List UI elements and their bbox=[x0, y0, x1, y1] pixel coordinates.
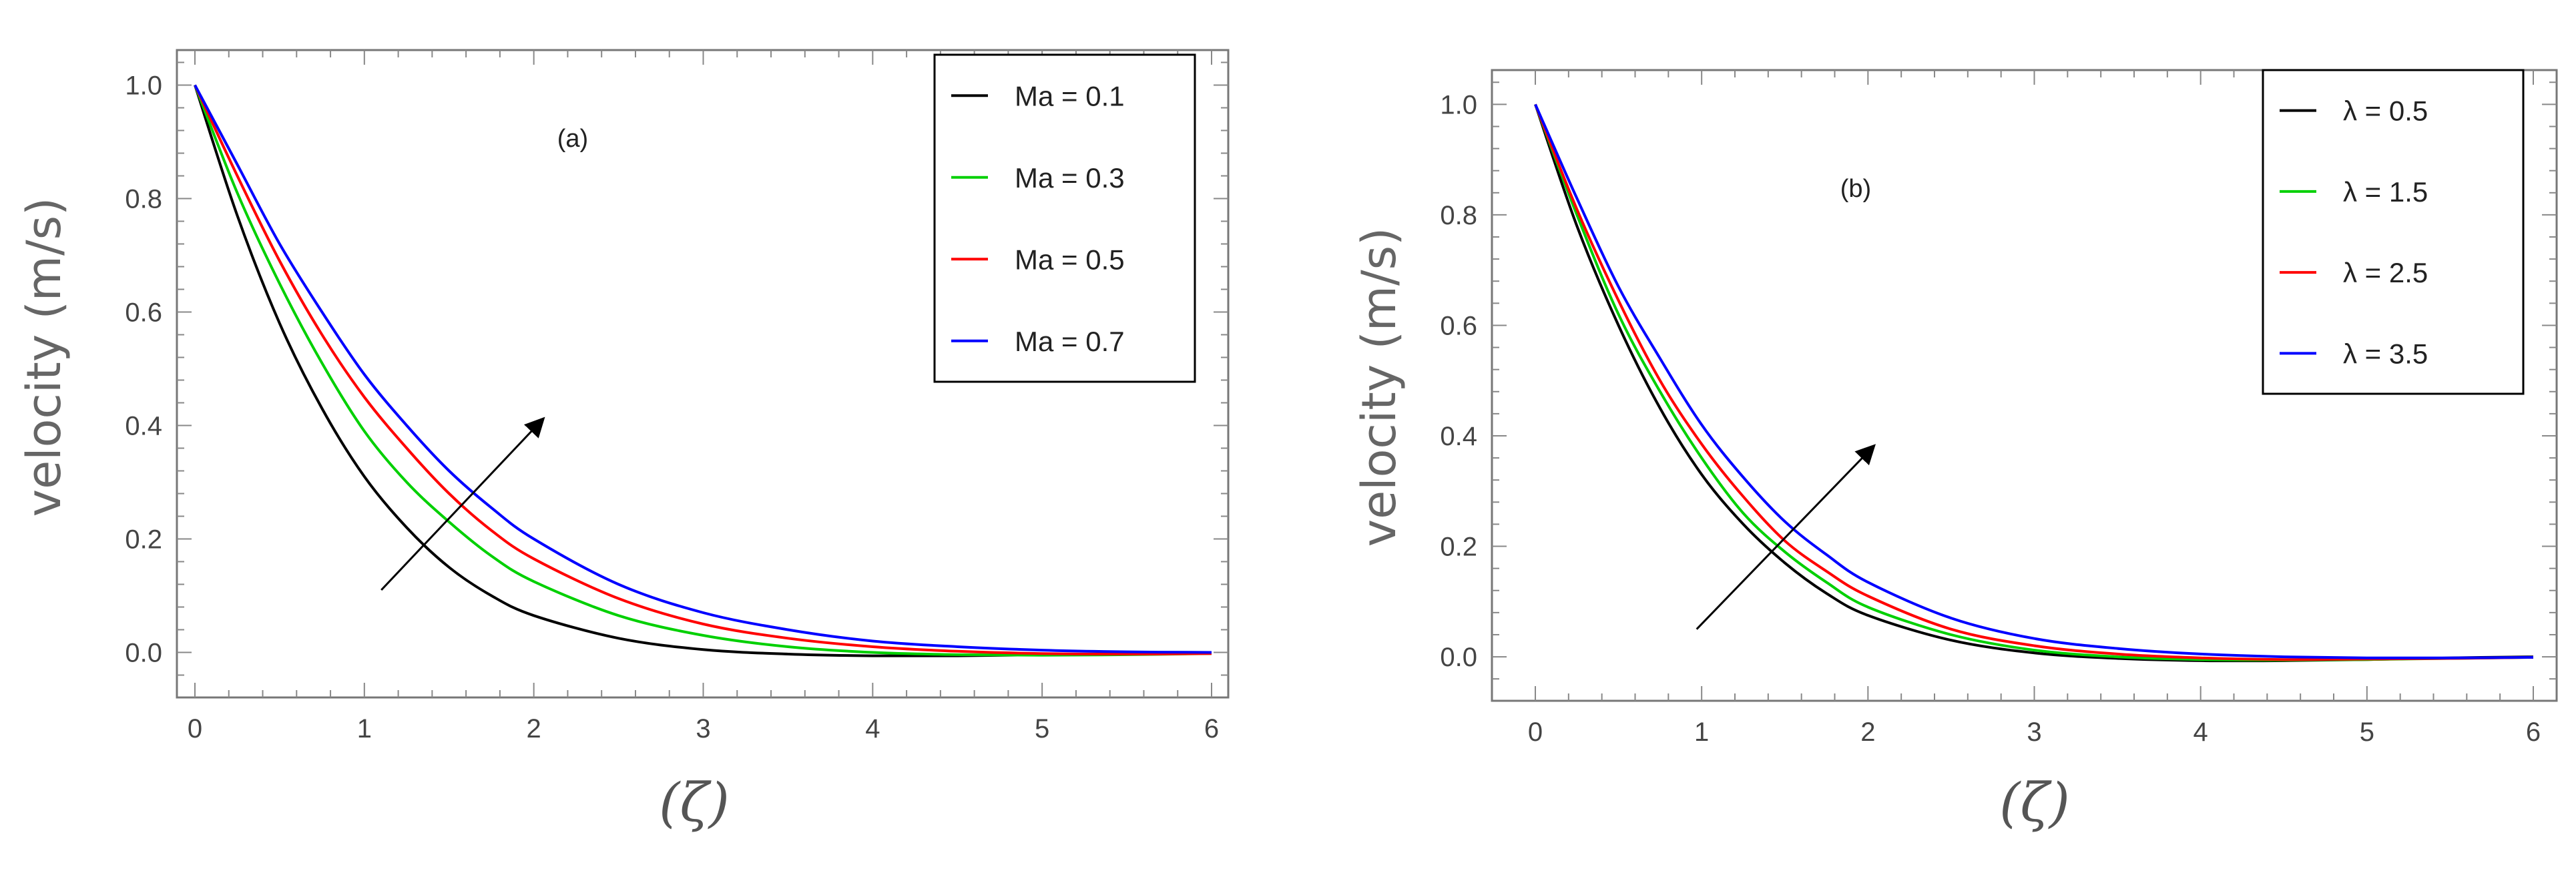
legend-box bbox=[2262, 69, 2525, 395]
x-tick-label: 5 bbox=[1035, 714, 1049, 744]
x-tick-label: 2 bbox=[1860, 717, 1875, 747]
y-tick-label: 0.4 bbox=[125, 412, 162, 441]
chart-panel-a: 0 1 2 3 4 5 6 0.0 0.2 0.4 0.6 0.8 1.0 velocity (m/s) (… bbox=[17, 49, 1230, 834]
series-line-4 bbox=[1534, 103, 2534, 659]
legend-box bbox=[933, 53, 1196, 383]
y-axis-label: velocity (m/s) bbox=[17, 198, 71, 517]
legend-label: Ma = 0.3 bbox=[1015, 162, 1125, 194]
x-tick-label: 0 bbox=[188, 714, 202, 744]
y-tick-label: 0.0 bbox=[1440, 643, 1477, 672]
x-tick-label: 4 bbox=[2194, 717, 2208, 747]
x-tick-label: 6 bbox=[1204, 714, 1219, 744]
y-tick-label: 0.8 bbox=[1440, 201, 1477, 230]
legend-label: Ma = 0.7 bbox=[1015, 326, 1125, 357]
series-line-3 bbox=[194, 84, 1212, 656]
y-tick-label: 0.8 bbox=[125, 185, 162, 214]
x-tick-label: 3 bbox=[2027, 717, 2041, 747]
legend-label: Ma = 0.1 bbox=[1015, 80, 1125, 111]
panel-label: (b) bbox=[1840, 175, 1871, 203]
x-tick-label: 6 bbox=[2526, 717, 2541, 747]
x-axis-label: (ζ) bbox=[1999, 772, 2070, 834]
legend-label: λ = 0.5 bbox=[2343, 95, 2428, 127]
x-tick-label: 0 bbox=[1528, 717, 1543, 747]
series-line-4 bbox=[194, 84, 1212, 654]
trend-arrow bbox=[1696, 444, 1876, 630]
legend-label: λ = 1.5 bbox=[2343, 176, 2428, 208]
legend: Ma = 0.1 Ma = 0.3 Ma = 0.5 Ma = 0.7 bbox=[933, 53, 1196, 383]
y-tick-label: 0.2 bbox=[125, 525, 162, 555]
x-axis-label: (ζ) bbox=[659, 772, 730, 834]
legend-label: λ = 3.5 bbox=[2343, 338, 2428, 369]
plot-frame bbox=[1491, 69, 2558, 702]
x-tick-label: 1 bbox=[357, 714, 372, 744]
legend-label: λ = 2.5 bbox=[2343, 257, 2428, 288]
legend: λ = 0.5 λ = 1.5 λ = 2.5 λ = 3.5 bbox=[2262, 69, 2525, 395]
y-axis-label: velocity (m/s) bbox=[1352, 228, 1406, 547]
y-tick-label: 0.6 bbox=[1440, 311, 1477, 340]
trend-arrow bbox=[380, 416, 545, 591]
y-tick-label: 0.6 bbox=[125, 298, 162, 328]
panel-label: (a) bbox=[557, 125, 588, 153]
x-tick-label: 2 bbox=[527, 714, 541, 744]
y-tick-label: 1.0 bbox=[125, 71, 162, 101]
y-tick-label: 0.4 bbox=[1440, 422, 1477, 451]
x-tick-label: 5 bbox=[2360, 717, 2374, 747]
series-line-3 bbox=[1534, 103, 2534, 661]
chart-panel-b: 0 1 2 3 4 5 6 0.0 0.2 0.4 0.6 0.8 1.0 velocity (m/s) (… bbox=[1352, 69, 2558, 834]
x-tick-label: 4 bbox=[865, 714, 880, 744]
y-tick-label: 1.0 bbox=[1440, 90, 1477, 119]
legend-label: Ma = 0.5 bbox=[1015, 244, 1125, 275]
x-tick-label: 3 bbox=[696, 714, 710, 744]
x-tick-label: 1 bbox=[1694, 717, 1709, 747]
y-tick-label: 0.0 bbox=[125, 639, 162, 668]
series-line-2 bbox=[194, 84, 1212, 657]
y-tick-label: 0.2 bbox=[1440, 533, 1477, 562]
